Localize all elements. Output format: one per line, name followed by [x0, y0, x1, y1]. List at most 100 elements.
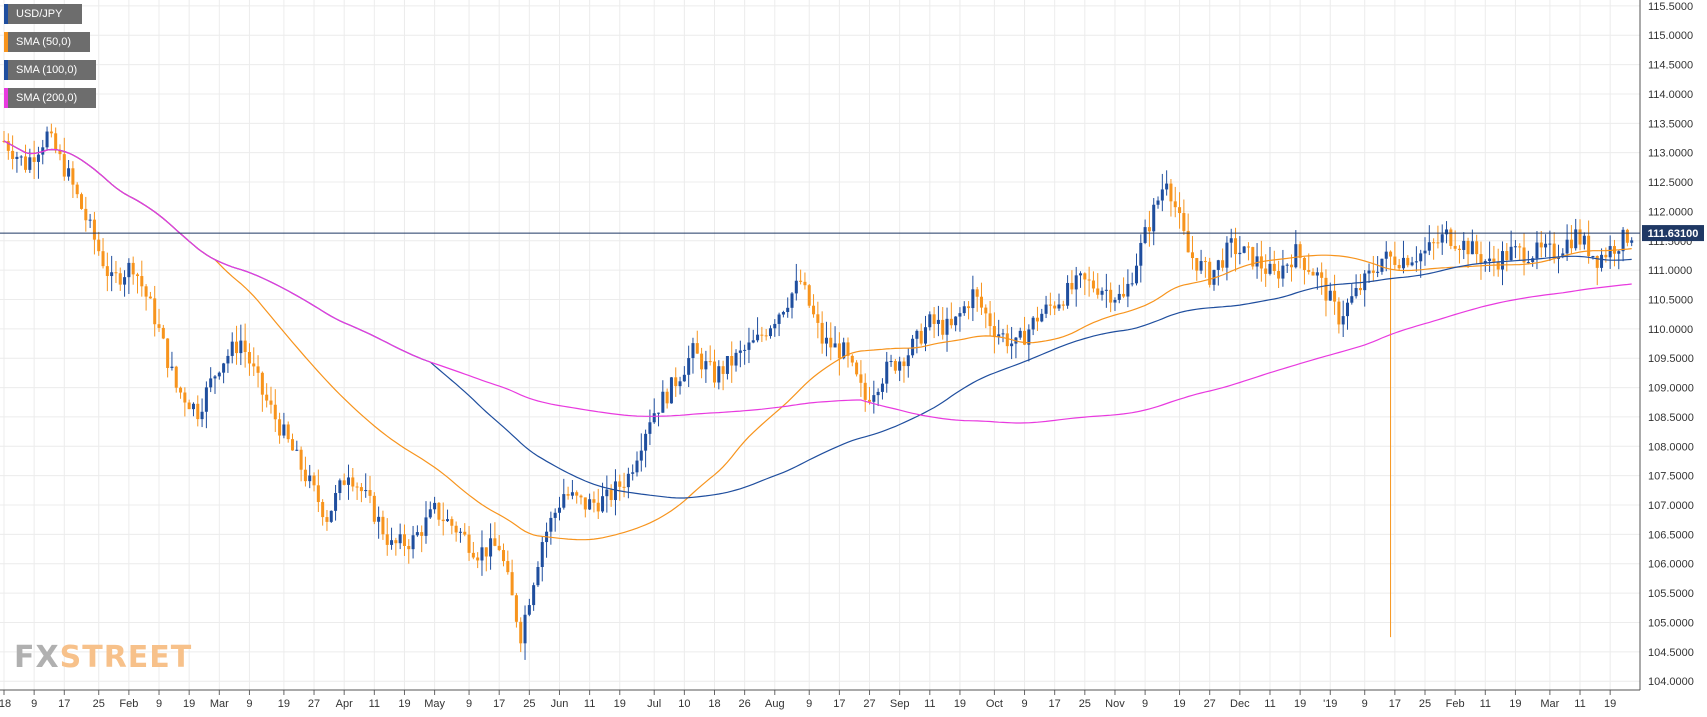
legend-sma200[interactable]: SMA (200,0) — [4, 88, 96, 108]
candle — [299, 446, 303, 482]
candle — [1393, 241, 1397, 270]
candle — [28, 148, 32, 173]
x-tick-label: 27 — [1204, 698, 1216, 710]
x-tick-label: 19 — [614, 698, 626, 710]
candle-body — [1199, 261, 1203, 271]
x-tick-label: 11 — [584, 698, 595, 710]
candle-body — [75, 184, 79, 195]
candle-body — [1587, 235, 1591, 257]
candle-body — [1178, 207, 1182, 214]
candle — [321, 499, 325, 526]
candle-body — [28, 157, 32, 170]
candle — [1178, 192, 1182, 229]
candle — [997, 319, 1001, 345]
candle-body — [1328, 290, 1332, 301]
candle — [747, 327, 751, 364]
candle — [1333, 274, 1337, 315]
candle — [1518, 243, 1522, 261]
candle-body — [493, 538, 497, 546]
candle-body — [1035, 317, 1039, 322]
candle-body — [527, 605, 531, 615]
candle — [127, 258, 131, 295]
candle — [988, 300, 992, 336]
candle-body — [200, 411, 204, 420]
x-tick-label: 25 — [1419, 698, 1431, 710]
candle-body — [1449, 229, 1453, 246]
candle — [1104, 273, 1108, 308]
legend-label-sma200: SMA (200,0) — [16, 92, 78, 104]
candle-body — [88, 219, 92, 221]
candle — [691, 337, 695, 374]
x-tick-label: 26 — [739, 698, 751, 710]
candle-body — [1018, 330, 1022, 338]
candle-body — [1109, 289, 1113, 303]
candle — [768, 325, 772, 339]
candle-body — [1096, 288, 1100, 295]
legend-sma50[interactable]: SMA (50,0) — [4, 32, 90, 52]
candle — [179, 386, 183, 399]
candle-body — [988, 313, 992, 327]
candle-body — [747, 342, 751, 350]
candle-body — [170, 366, 174, 368]
candle — [1419, 249, 1423, 278]
candle-body — [1315, 272, 1319, 276]
candle — [846, 337, 850, 368]
candle — [282, 412, 286, 439]
candle — [1513, 240, 1517, 259]
candle — [721, 360, 725, 391]
candle-body — [80, 194, 84, 209]
candle-body — [1126, 283, 1130, 297]
candle-body — [1569, 239, 1573, 249]
candle — [1264, 254, 1268, 287]
candle — [204, 381, 208, 429]
candle-body — [282, 424, 286, 436]
candle — [187, 399, 191, 410]
candle — [872, 380, 876, 414]
candle-body — [803, 281, 807, 286]
candle — [954, 316, 958, 332]
candle-body — [949, 318, 953, 326]
candle — [1083, 272, 1087, 296]
candle — [583, 497, 587, 518]
candle-body — [1526, 262, 1530, 264]
candle — [1462, 232, 1466, 260]
candle — [1496, 248, 1500, 277]
candle-body — [1483, 261, 1487, 264]
x-tick-label: Aug — [765, 698, 785, 710]
candle-body — [984, 307, 988, 314]
candle — [200, 398, 204, 428]
candle-body — [355, 486, 359, 488]
candle — [911, 334, 915, 358]
candle-body — [704, 361, 708, 370]
x-tick-label: 17 — [1049, 698, 1061, 710]
x-tick-label: 17 — [1389, 698, 1401, 710]
candle — [1208, 257, 1212, 288]
candle-body — [1169, 183, 1173, 202]
candle — [743, 344, 747, 365]
candle-body — [1582, 235, 1586, 245]
legend-usdjpy[interactable]: USD/JPY — [4, 4, 82, 24]
legend-sma100[interactable]: SMA (100,0) — [4, 60, 96, 80]
candle — [235, 325, 239, 365]
candle — [140, 260, 144, 297]
fxstreet-logo: FXSTREET — [14, 640, 192, 675]
candle-body — [278, 419, 282, 436]
candle-body — [1044, 304, 1048, 314]
candle — [256, 355, 260, 388]
candle-body — [1333, 290, 1337, 302]
candle-body — [1419, 253, 1423, 262]
candle-body — [433, 502, 437, 510]
candle — [226, 349, 230, 373]
candle-body — [885, 361, 889, 384]
candle-body — [1561, 253, 1565, 258]
candle — [105, 252, 109, 292]
candle-body — [868, 399, 872, 402]
candle — [1199, 249, 1203, 274]
candle — [1109, 282, 1113, 313]
candle — [1376, 256, 1380, 278]
candle-body — [1091, 280, 1095, 289]
current-price-label: 111.63100 — [1648, 228, 1699, 240]
candle — [1298, 241, 1302, 269]
candle — [648, 409, 652, 446]
candle — [863, 373, 867, 412]
